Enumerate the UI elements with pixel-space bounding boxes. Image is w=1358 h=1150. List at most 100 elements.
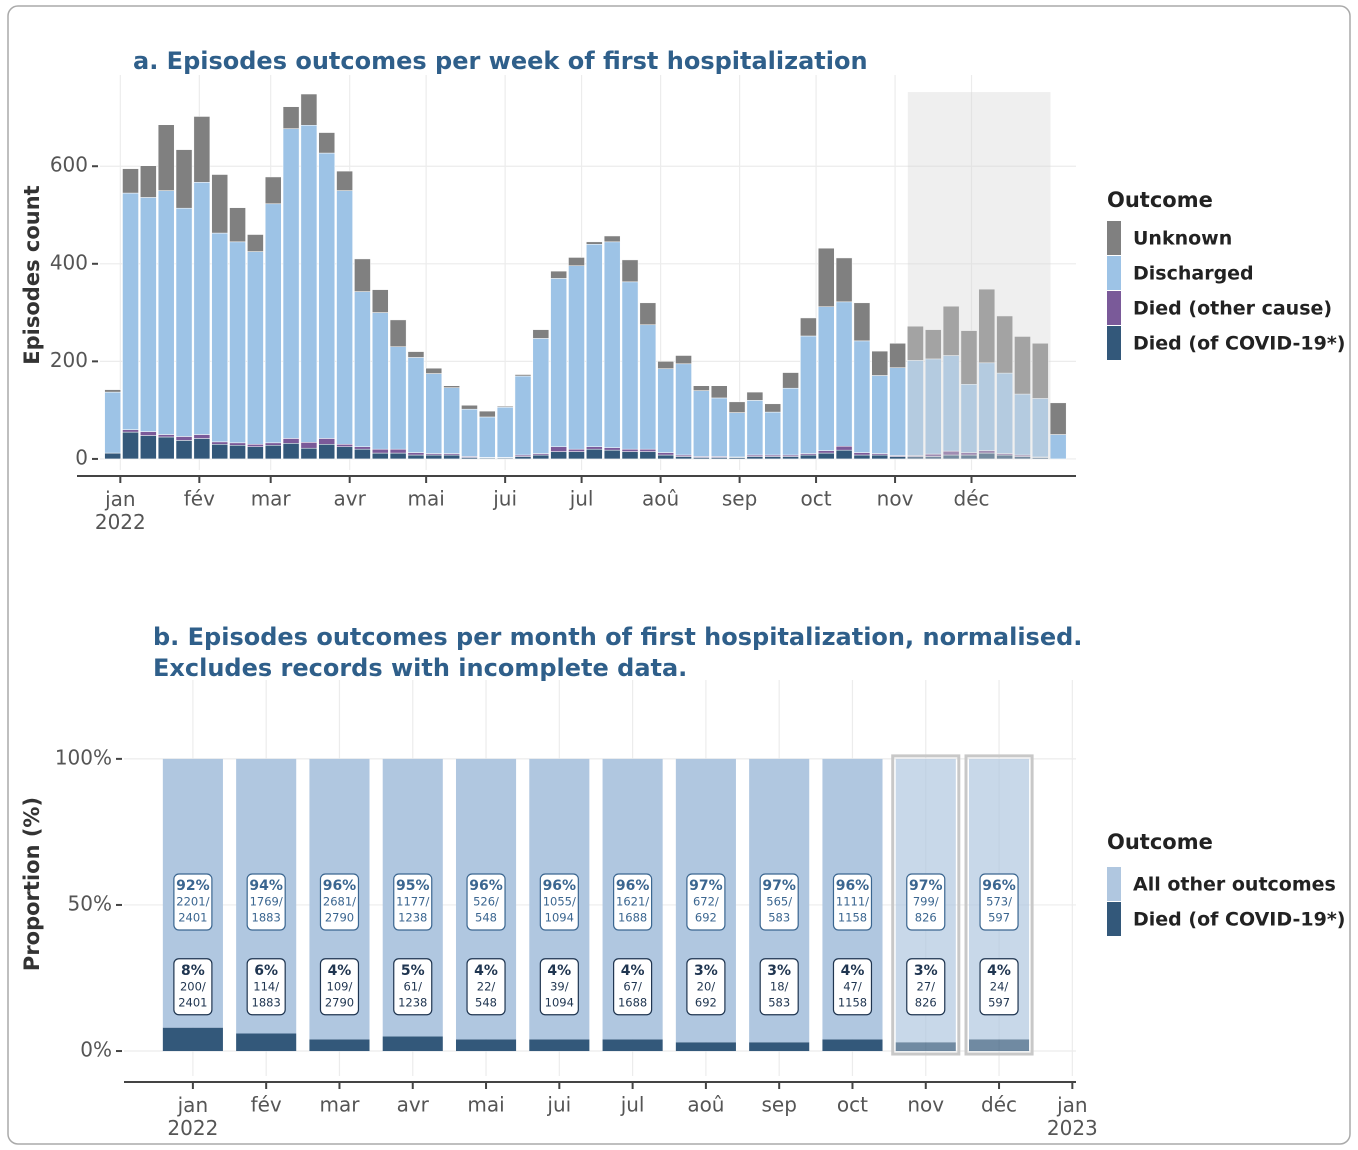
count-label: 548: [475, 911, 497, 925]
count-label: 526/: [473, 895, 499, 909]
count-label: 1769/: [250, 895, 283, 909]
bar-segment: [532, 329, 550, 339]
value-label: 96%: [836, 878, 870, 894]
bar-segment: [336, 446, 353, 460]
bar-segment: [461, 408, 478, 457]
label-box: [906, 873, 946, 931]
bar-segment: [371, 452, 389, 460]
y-tick-label: 0: [75, 445, 88, 469]
count-label: 583: [768, 911, 790, 925]
count-label: 1883: [252, 911, 281, 925]
bar-segment: [764, 411, 782, 456]
bar-segment: [782, 387, 799, 456]
label-box: [319, 873, 360, 931]
count-label: 597: [988, 911, 1010, 925]
label-box: [393, 958, 433, 1016]
x-tick-label: jan 2022: [167, 1093, 218, 1140]
count-label: 565/: [766, 895, 792, 909]
label-box: [393, 873, 433, 931]
bar-segment: [1049, 434, 1067, 460]
value-label: 97%: [762, 878, 796, 894]
bar-segment: [104, 391, 121, 454]
bar-segment: [603, 235, 621, 243]
label-box: [832, 873, 873, 931]
value-label: 92%: [176, 878, 210, 894]
legend-label: All other outcomes: [1133, 874, 1336, 896]
bar-segment: [675, 355, 692, 365]
bar-segment: [550, 446, 567, 452]
bar-segment: [710, 397, 728, 457]
bar-segment: [586, 241, 603, 245]
bar-segment: [871, 454, 889, 460]
bar-segment: [496, 405, 514, 408]
bar-segment: [336, 170, 353, 191]
bar-segment: [300, 93, 318, 126]
bar-segment: [550, 278, 567, 447]
bar-segment: [817, 247, 835, 307]
bar-segment: [889, 456, 906, 460]
count-label: 2681/: [323, 895, 356, 909]
value-label: 96%: [982, 878, 1016, 894]
bar-segment: [140, 431, 157, 436]
bar-segment: [532, 454, 550, 460]
x-tick-label: déc: [954, 487, 990, 511]
bar-segment: [996, 315, 1013, 374]
bar-segment: [568, 257, 585, 266]
bar-segment: [871, 350, 889, 376]
bar-segment: [336, 190, 353, 445]
bar-segment: [853, 340, 871, 453]
bar-segment: [895, 1042, 956, 1052]
y-tick-label: 0%: [80, 1038, 112, 1062]
value-label: 4%: [328, 963, 352, 979]
count-label: 1688: [618, 995, 647, 1009]
label-box: [246, 958, 286, 1016]
bar-segment: [479, 416, 496, 458]
x-tick-label: nov: [877, 487, 914, 511]
bar-segment: [621, 281, 639, 450]
bar-segment: [532, 338, 550, 454]
label-box: [539, 958, 579, 1016]
x-tick-label: avr: [334, 487, 367, 511]
bar-segment: [371, 312, 389, 450]
value-label: 6%: [254, 963, 278, 979]
bar-segment: [247, 234, 264, 252]
label-box: [613, 958, 653, 1016]
bar-segment: [354, 448, 371, 460]
legend-title: Outcome: [1107, 188, 1213, 212]
value-label: 97%: [689, 878, 723, 894]
label-box: [539, 873, 579, 931]
y-axis-title: Episodes count: [20, 185, 44, 364]
bar-segment: [550, 451, 567, 460]
count-label: 22/: [477, 979, 496, 993]
bar-segment: [1032, 343, 1049, 399]
bar-segment: [407, 454, 425, 460]
bar-segment: [211, 174, 228, 234]
x-tick-label: nov: [907, 1093, 944, 1117]
bar-segment: [550, 270, 567, 279]
bar-segment: [425, 373, 443, 454]
bar-segment: [318, 438, 336, 445]
bar-segment: [336, 444, 353, 447]
count-label: 2401: [178, 995, 207, 1009]
count-label: 1055/: [543, 895, 576, 909]
bar-segment: [175, 436, 193, 441]
count-label: 692: [695, 995, 717, 1009]
bar-segment: [603, 449, 621, 460]
bar-segment: [389, 319, 407, 347]
label-box: [686, 958, 726, 1016]
bar-segment: [264, 176, 282, 205]
count-label: 2401: [178, 911, 207, 925]
bar-segment: [318, 152, 336, 439]
count-label: 573/: [986, 895, 1012, 909]
x-tick-label: sep: [722, 487, 757, 511]
legend-label: Died (other cause): [1133, 298, 1332, 320]
value-label: 8%: [181, 963, 205, 979]
label-box: [759, 958, 799, 1016]
legend-label: Died (of COVID-19*): [1133, 909, 1345, 931]
bar-segment: [782, 456, 799, 460]
bar-segment: [621, 451, 639, 460]
count-label: 672/: [693, 895, 719, 909]
label-box: [979, 958, 1019, 1016]
bar-segment: [675, 363, 692, 456]
count-label: 1158: [838, 995, 867, 1009]
